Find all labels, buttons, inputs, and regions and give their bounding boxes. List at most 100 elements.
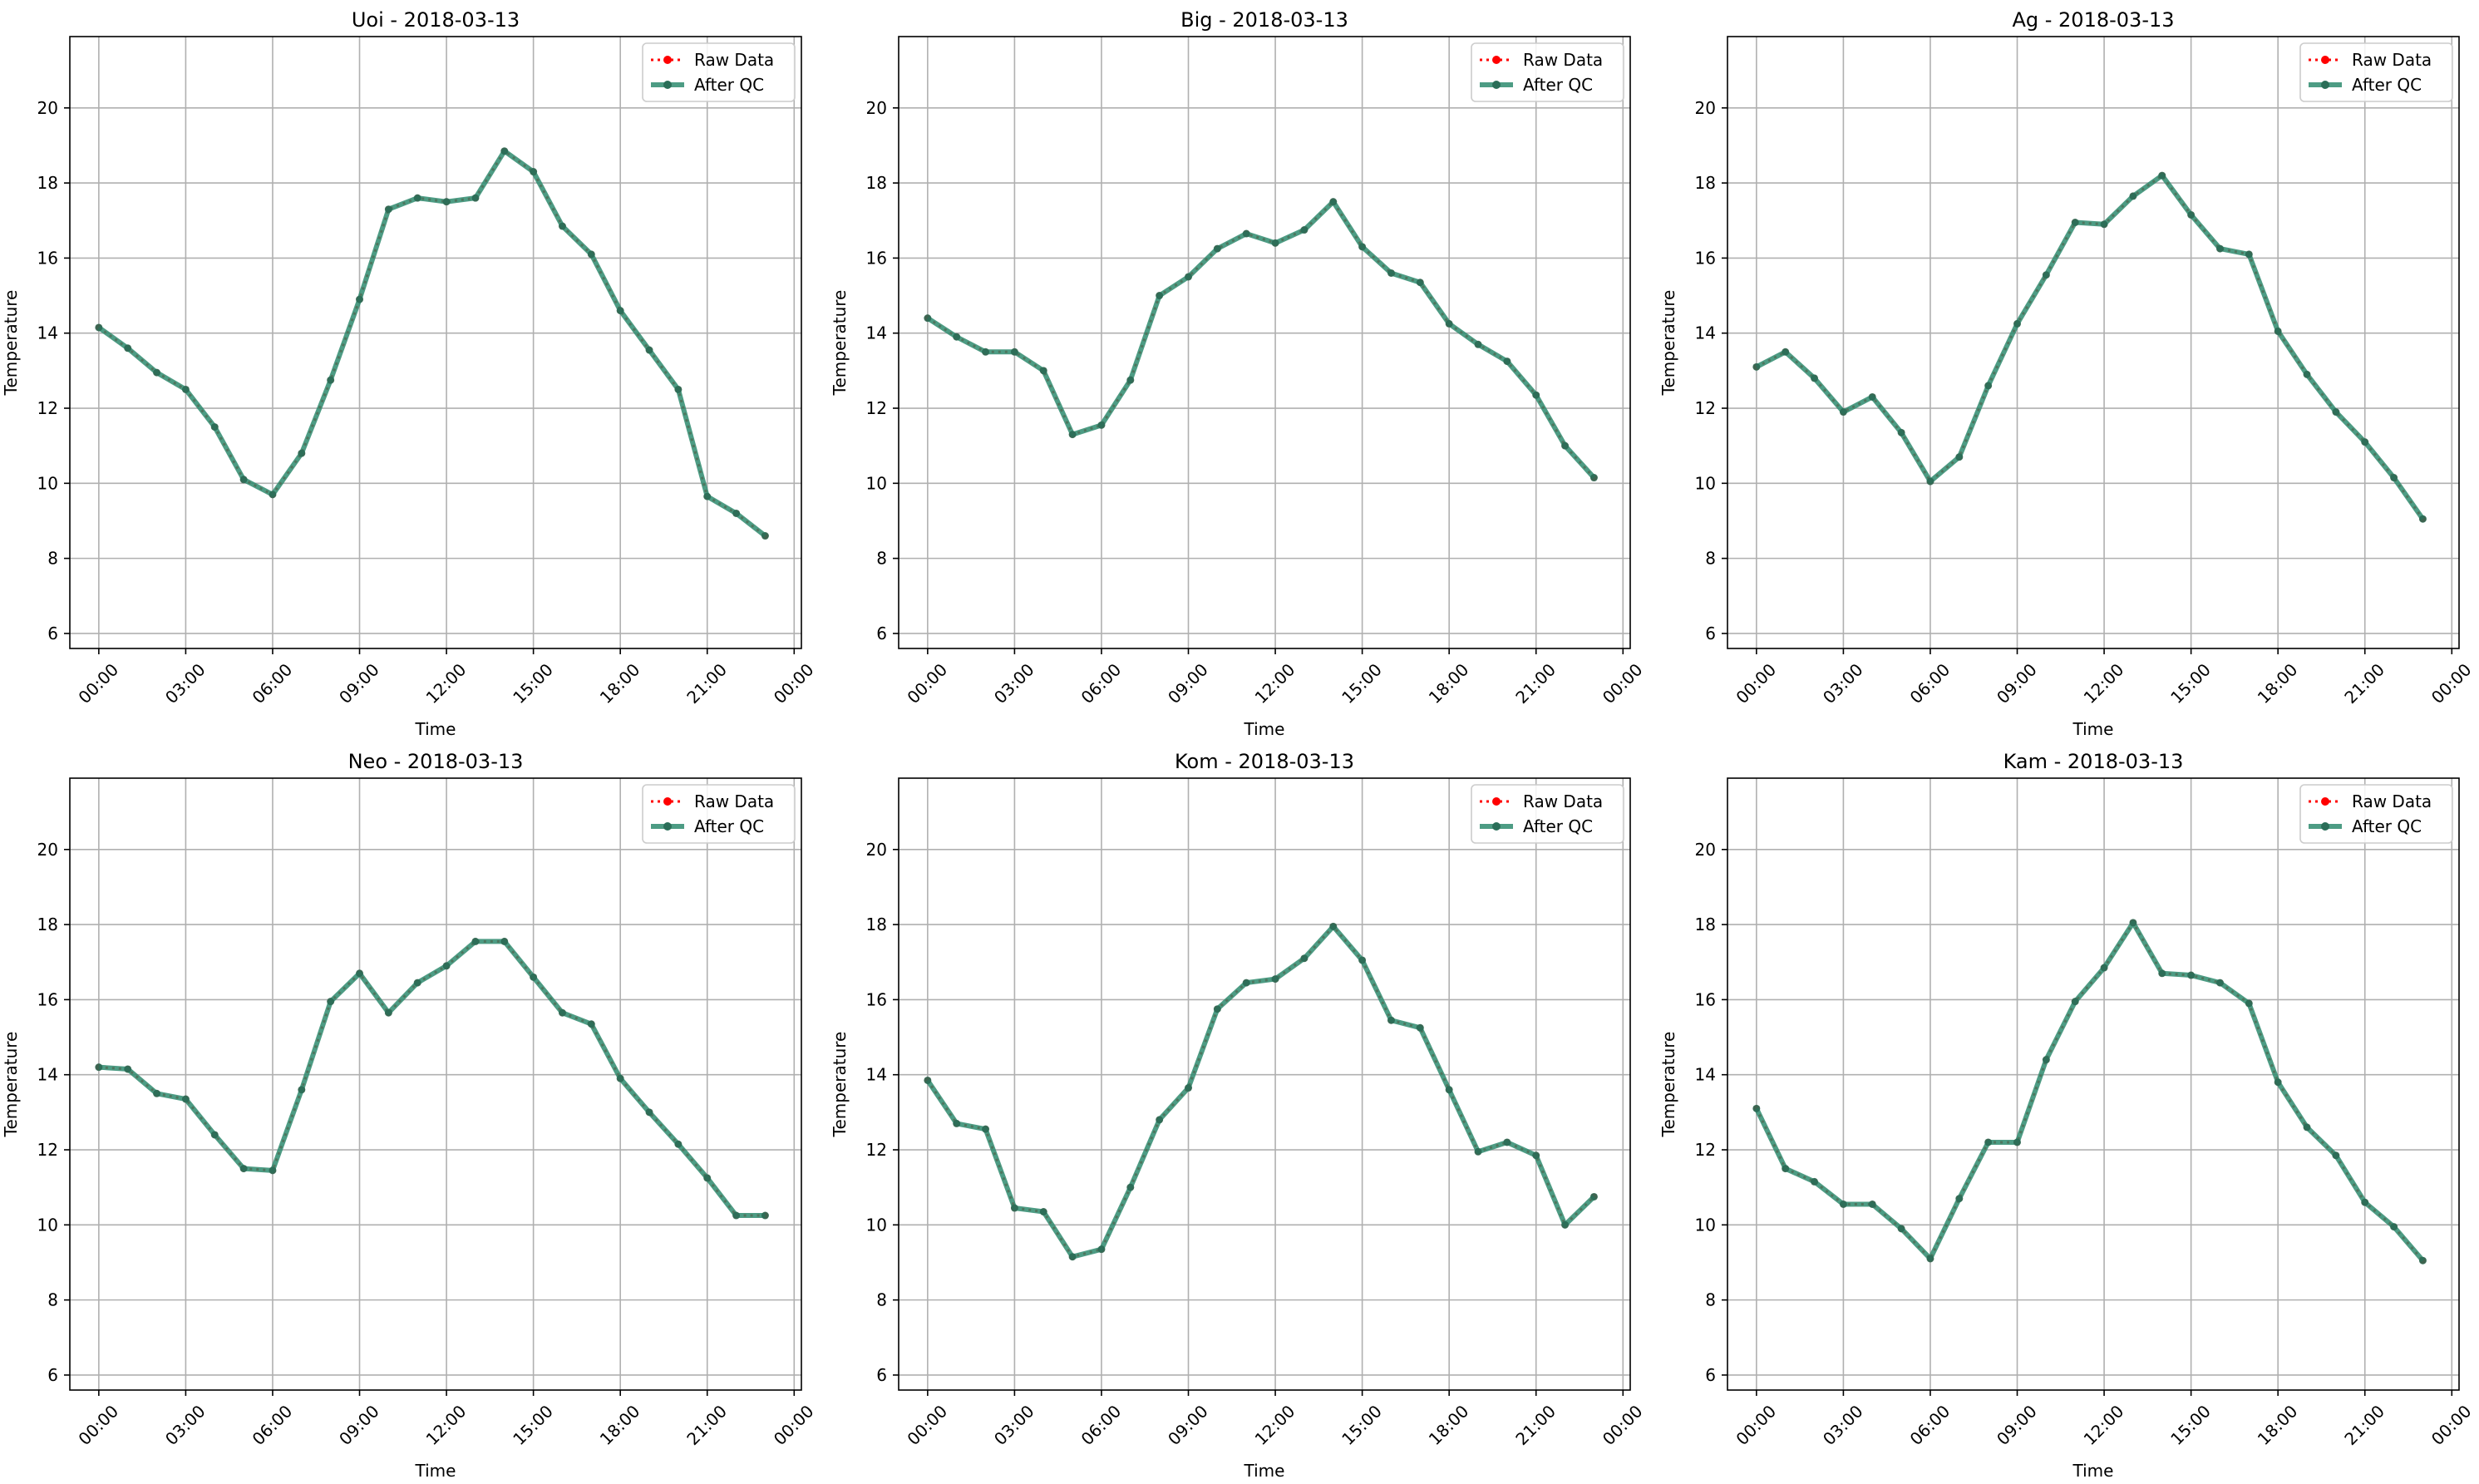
x-tick-label: 06:00: [1906, 1401, 1954, 1449]
chart-title: Kam - 2018-03-13: [2003, 750, 2184, 773]
after-qc-point: [1387, 269, 1395, 277]
after-qc-point: [153, 368, 161, 377]
after-qc-point: [210, 423, 219, 431]
y-tick-label: 12: [37, 398, 58, 418]
x-tick-label: 00:00: [770, 1401, 818, 1449]
legend-qc-marker: [663, 81, 672, 89]
after-qc-point: [1010, 348, 1018, 356]
after-qc-point: [587, 1020, 595, 1028]
after-qc-point: [1416, 1023, 1424, 1032]
y-axis-label: Temperature: [830, 1032, 850, 1138]
x-tick-label: 00:00: [1599, 659, 1647, 707]
after-qc-line: [1755, 173, 2425, 520]
chart-panel: 6 8 10 12 14 16 18 20 00:00 03:00 06:00 09:00 12:00 1…: [1, 8, 818, 739]
x-tick-label: 00:00: [903, 659, 951, 707]
after-qc-point: [500, 147, 509, 155]
after-qc-point: [1561, 441, 1570, 450]
after-qc-point: [1782, 1165, 1790, 1173]
x-tick-label: 00:00: [2427, 1401, 2476, 1449]
after-qc-point: [1955, 1195, 1964, 1203]
after-qc-point: [2100, 964, 2108, 972]
y-tick-label: 14: [866, 323, 887, 343]
after-qc-point: [2303, 370, 2311, 378]
x-tick-label: 18:00: [596, 1401, 644, 1449]
after-qc-point: [384, 205, 392, 214]
after-qc-point: [1271, 975, 1279, 984]
y-tick-label: 8: [876, 549, 887, 569]
legend-raw-marker: [1492, 797, 1501, 806]
chart-title: Uoi - 2018-03-13: [352, 8, 520, 32]
chart-panel: 6 8 10 12 14 16 18 20 00:00 03:00 06:00 09:00 12:00 1…: [1658, 750, 2476, 1481]
y-axis-label: Temperature: [1, 290, 21, 397]
after-qc-point: [2361, 438, 2369, 446]
y-axis-label: Temperature: [1658, 1032, 1678, 1138]
after-qc-point: [327, 998, 335, 1006]
y-tick-label: 16: [866, 248, 887, 268]
chart-panel: 6 8 10 12 14 16 18 20 00:00 03:00 06:00 09:00 12:00 1…: [830, 8, 1647, 739]
x-tick-label: 00:00: [2427, 659, 2476, 707]
y-tick-label: 20: [37, 98, 58, 118]
after-qc-point: [2332, 1151, 2340, 1160]
legend: Raw Data After QC: [642, 42, 796, 102]
plot-frame: [69, 777, 802, 1391]
legend-qc-label: After QC: [2352, 75, 2422, 95]
x-tick-label: 15:00: [1338, 659, 1386, 707]
y-tick-label: 12: [1695, 398, 1716, 418]
y-tick-label: 16: [866, 989, 887, 1009]
x-tick-label: 18:00: [1425, 659, 1473, 707]
after-qc-point: [1300, 954, 1308, 963]
after-qc-line: [1754, 919, 2425, 1263]
chart-title: Big - 2018-03-13: [1180, 8, 1348, 32]
after-qc-point: [2129, 192, 2137, 200]
after-qc-point: [1474, 340, 1482, 348]
raw-data-line: [927, 200, 1595, 479]
x-tick-label: 03:00: [161, 659, 209, 707]
x-tick-label: 21:00: [1511, 1401, 1560, 1449]
y-tick-label: 18: [37, 173, 58, 193]
raw-data-line: [98, 939, 766, 1217]
after-qc-point: [95, 323, 103, 332]
legend-raw-label: Raw Data: [694, 791, 774, 811]
after-qc-point: [298, 1086, 306, 1094]
x-tick-label: 18:00: [1425, 1401, 1473, 1449]
after-qc-point: [1955, 453, 1964, 461]
after-qc-point: [1242, 979, 1250, 987]
x-tick-label: 12:00: [2080, 1401, 2128, 1449]
after-qc-point: [181, 385, 190, 393]
x-axis-label: Time: [2072, 719, 2114, 739]
x-tick-label: 21:00: [1511, 659, 1560, 707]
y-tick-label: 6: [1705, 1365, 1716, 1385]
after-qc-point: [1387, 1016, 1395, 1024]
x-tick-label: 12:00: [422, 1401, 471, 1449]
legend-raw-label: Raw Data: [1523, 50, 1603, 70]
legend-raw-marker: [1492, 56, 1501, 64]
x-tick-label: 15:00: [2166, 659, 2215, 707]
x-tick-label: 12:00: [422, 659, 471, 707]
after-qc-point: [1329, 922, 1338, 930]
y-tick-label: 8: [47, 549, 58, 569]
after-qc-point: [1503, 1138, 1511, 1146]
x-tick-label: 03:00: [161, 1401, 209, 1449]
legend-qc-label: After QC: [694, 75, 764, 95]
after-qc-point: [500, 937, 509, 945]
x-tick-label: 06:00: [1906, 659, 1954, 707]
y-axis-label: Temperature: [830, 290, 850, 397]
x-tick-label: 00:00: [74, 1401, 122, 1449]
after-qc-point: [1445, 319, 1453, 328]
after-qc-point: [1358, 956, 1367, 964]
x-axis-label: Time: [415, 1461, 456, 1481]
plot-frame: [898, 36, 1631, 649]
y-tick-label: 8: [876, 1290, 887, 1310]
after-qc-point: [2042, 1056, 2050, 1064]
raw-data-line: [1755, 919, 2424, 1262]
after-qc-point: [1811, 1177, 1819, 1186]
after-qc-point: [616, 307, 624, 315]
after-qc-point: [1416, 279, 1424, 287]
legend-raw-label: Raw Data: [2352, 791, 2432, 811]
after-qc-point: [1532, 1151, 1540, 1160]
after-qc-point: [124, 344, 132, 353]
after-qc-point: [2158, 969, 2166, 978]
legend-raw-marker: [663, 56, 672, 64]
x-tick-label: 00:00: [1732, 659, 1780, 707]
after-qc-point: [1156, 1116, 1164, 1124]
